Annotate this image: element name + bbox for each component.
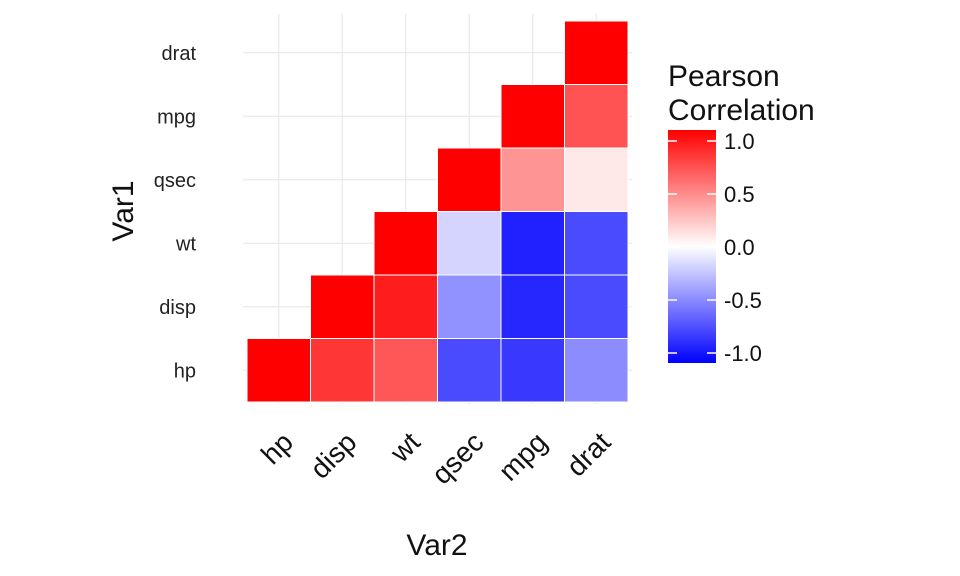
heatmap-cell [564, 211, 629, 276]
heatmap-cell [246, 338, 311, 403]
legend-title-line2: Correlation [668, 94, 815, 127]
y-tick-label: hp [174, 360, 196, 382]
y-tick-label: wt [175, 233, 196, 255]
y-tick-label: mpg [157, 106, 196, 128]
y-tick-label: disp [159, 297, 196, 319]
x-tick-label: qsec [426, 426, 490, 490]
y-tick-label: qsec [154, 170, 196, 192]
legend-tick-label: 1.0 [724, 129, 755, 154]
x-tick-labels: hp disp wt qsec mpg drat [255, 426, 617, 490]
y-tick-label: drat [162, 43, 197, 65]
x-tick-label: wt [384, 426, 427, 469]
y-tick-labels: hp disp wt qsec mpg drat [154, 43, 197, 383]
legend-tick-label: 0.0 [724, 235, 755, 260]
heatmap-cell [373, 338, 438, 403]
x-tick-label: disp [304, 426, 362, 484]
heatmap-cell [437, 147, 502, 212]
y-axis-title: Var1 [107, 180, 140, 241]
heatmap-cells [246, 20, 629, 403]
heatmap-cell [500, 274, 565, 339]
legend-title-line1: Pearson [668, 60, 780, 93]
heatmap-cell [500, 84, 565, 149]
x-tick-label: hp [255, 426, 299, 470]
x-axis-title: Var2 [406, 529, 467, 562]
heatmap-cell [437, 211, 502, 276]
heatmap-cell [310, 338, 375, 403]
heatmap-cell [310, 274, 375, 339]
heatmap-cell [564, 84, 629, 149]
heatmap-cell [564, 274, 629, 339]
heatmap-cell [500, 211, 565, 276]
legend-ticks: 1.0 0.5 0.0 -0.5 -1.0 [668, 129, 762, 366]
heatmap-cell [437, 338, 502, 403]
legend: Pearson Correlation 1.0 0.5 0.0 -0.5 -1.0 [668, 60, 815, 366]
heatmap-cell [564, 147, 629, 212]
legend-tick-label: -0.5 [724, 288, 762, 313]
heatmap-cell [373, 274, 438, 339]
x-tick-label: drat [560, 426, 616, 482]
heatmap-cell [564, 338, 629, 403]
heatmap-cell [437, 274, 502, 339]
heatmap-cell [500, 338, 565, 403]
heatmap-cell [373, 211, 438, 276]
legend-tick-label: -1.0 [724, 341, 762, 366]
legend-tick-label: 0.5 [724, 182, 755, 207]
x-tick-label: mpg [493, 426, 553, 486]
heatmap-cell [564, 20, 629, 85]
heatmap-cell [500, 147, 565, 212]
